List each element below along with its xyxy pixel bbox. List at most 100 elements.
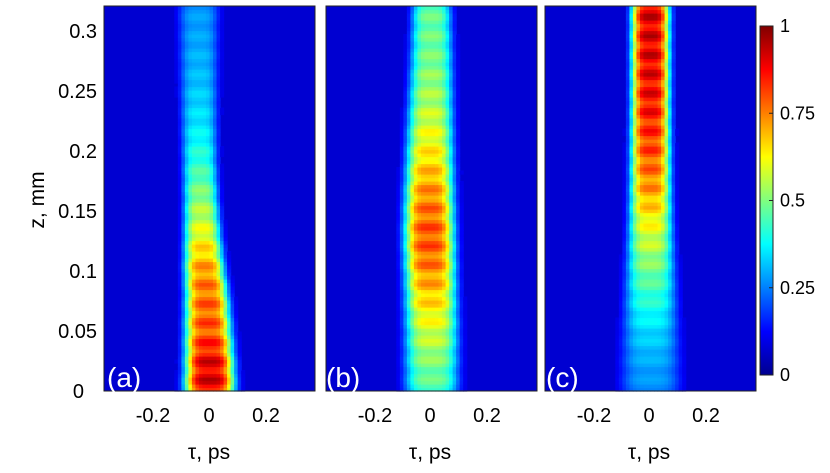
heatmap-cell — [431, 317, 436, 322]
heatmap-cell — [420, 69, 426, 74]
heatmap-cell — [438, 324, 443, 329]
heatmap-cell — [403, 132, 408, 137]
heatmap-cell — [435, 314, 440, 319]
heatmap-cell — [664, 317, 669, 322]
heatmap-cell — [668, 275, 673, 280]
heatmap-cell — [654, 209, 659, 214]
heatmap-cell — [410, 114, 415, 119]
heatmap-cell — [442, 76, 447, 81]
heatmap-cell — [202, 114, 207, 119]
heatmap-cell — [459, 233, 464, 238]
heatmap-cell — [205, 163, 211, 168]
heatmap-cell — [431, 230, 436, 235]
heatmap-cell — [427, 342, 433, 347]
heatmap-cell — [675, 177, 680, 182]
heatmap-cell — [234, 380, 239, 385]
heatmap-cell — [410, 212, 415, 217]
heatmap-cell — [198, 51, 204, 56]
heatmap-cell — [181, 191, 186, 196]
heatmap-cell — [650, 370, 655, 375]
heatmap-cell — [184, 328, 189, 333]
heatmap-cell — [438, 125, 443, 130]
heatmap-cell — [417, 198, 422, 203]
heatmap-cell — [646, 279, 652, 284]
heatmap-cell — [650, 125, 655, 130]
heatmap-cell — [452, 202, 457, 207]
heatmap-cell — [636, 163, 641, 168]
heatmap-cell — [191, 279, 197, 284]
heatmap-cell — [399, 310, 404, 315]
heatmap-cell — [413, 191, 419, 196]
heatmap-cell — [209, 230, 214, 235]
heatmap-cell — [174, 30, 179, 35]
heatmap-cell — [205, 240, 211, 245]
heatmap-cell — [424, 265, 429, 270]
heatmap-cell — [678, 377, 683, 382]
heatmap-cell — [216, 310, 221, 315]
heatmap-cell — [420, 265, 426, 270]
heatmap-cell — [449, 34, 454, 39]
heatmap-cell — [191, 300, 197, 305]
heatmap-cell — [195, 184, 200, 189]
heatmap-cell — [456, 191, 461, 196]
heatmap-cell — [216, 65, 221, 70]
heatmap-cell — [413, 377, 419, 382]
heatmap-cell — [427, 384, 433, 389]
heatmap-cell — [431, 181, 436, 186]
heatmap-cell — [403, 62, 408, 67]
heatmap-cell — [427, 139, 433, 144]
heatmap-cell — [456, 153, 461, 158]
heatmap-cell — [198, 293, 204, 298]
heatmap-cell — [636, 310, 641, 315]
heatmap-cell — [671, 156, 676, 161]
heatmap-cell — [209, 300, 214, 305]
heatmap-cell — [399, 240, 404, 245]
heatmap-cell — [417, 328, 422, 333]
heatmap-cell — [639, 289, 645, 294]
heatmap-cell — [424, 79, 429, 84]
heatmap-cell — [195, 240, 200, 245]
heatmap-cell — [629, 286, 634, 291]
heatmap-cell — [184, 37, 189, 42]
heatmap-cell — [205, 261, 211, 266]
heatmap-cell — [177, 76, 182, 81]
heatmap-cell — [403, 191, 408, 196]
heatmap-cell — [643, 181, 648, 186]
heatmap-cell — [639, 205, 645, 210]
heatmap-cell — [406, 142, 411, 147]
heatmap-cell — [622, 387, 627, 392]
heatmap-cell — [431, 275, 436, 280]
heatmap-cell — [403, 310, 408, 315]
heatmap-cell — [639, 244, 645, 249]
heatmap-cell — [209, 356, 214, 361]
heatmap-cell — [629, 146, 634, 151]
heatmap-cell — [230, 387, 235, 392]
heatmap-cell — [625, 349, 630, 354]
heatmap-cell — [403, 275, 408, 280]
heatmap-cell — [456, 244, 461, 249]
heatmap-cell — [424, 27, 429, 32]
heatmap-cell — [654, 317, 659, 322]
heatmap-cell — [427, 86, 433, 91]
heatmap-cell — [424, 240, 429, 245]
heatmap-cell — [188, 380, 193, 385]
heatmap-cell — [403, 226, 408, 231]
heatmap-cell — [396, 195, 401, 200]
heatmap-cell — [661, 146, 666, 151]
heatmap-cell — [396, 247, 401, 252]
heatmap-cell — [396, 286, 401, 291]
heatmap-cell — [184, 240, 189, 245]
heatmap-cell — [205, 58, 211, 63]
heatmap-cell — [413, 44, 419, 49]
heatmap-cell — [452, 335, 457, 340]
heatmap-cell — [668, 139, 673, 144]
heatmap-cell — [435, 160, 440, 165]
heatmap-cell — [413, 226, 419, 231]
heatmap-cell — [675, 198, 680, 203]
heatmap-cell — [234, 349, 239, 354]
heatmap-cell — [438, 79, 443, 84]
heatmap-cell — [188, 86, 193, 91]
heatmap-cell — [427, 44, 433, 49]
heatmap-cell — [396, 272, 401, 277]
heatmap-cell — [396, 363, 401, 368]
